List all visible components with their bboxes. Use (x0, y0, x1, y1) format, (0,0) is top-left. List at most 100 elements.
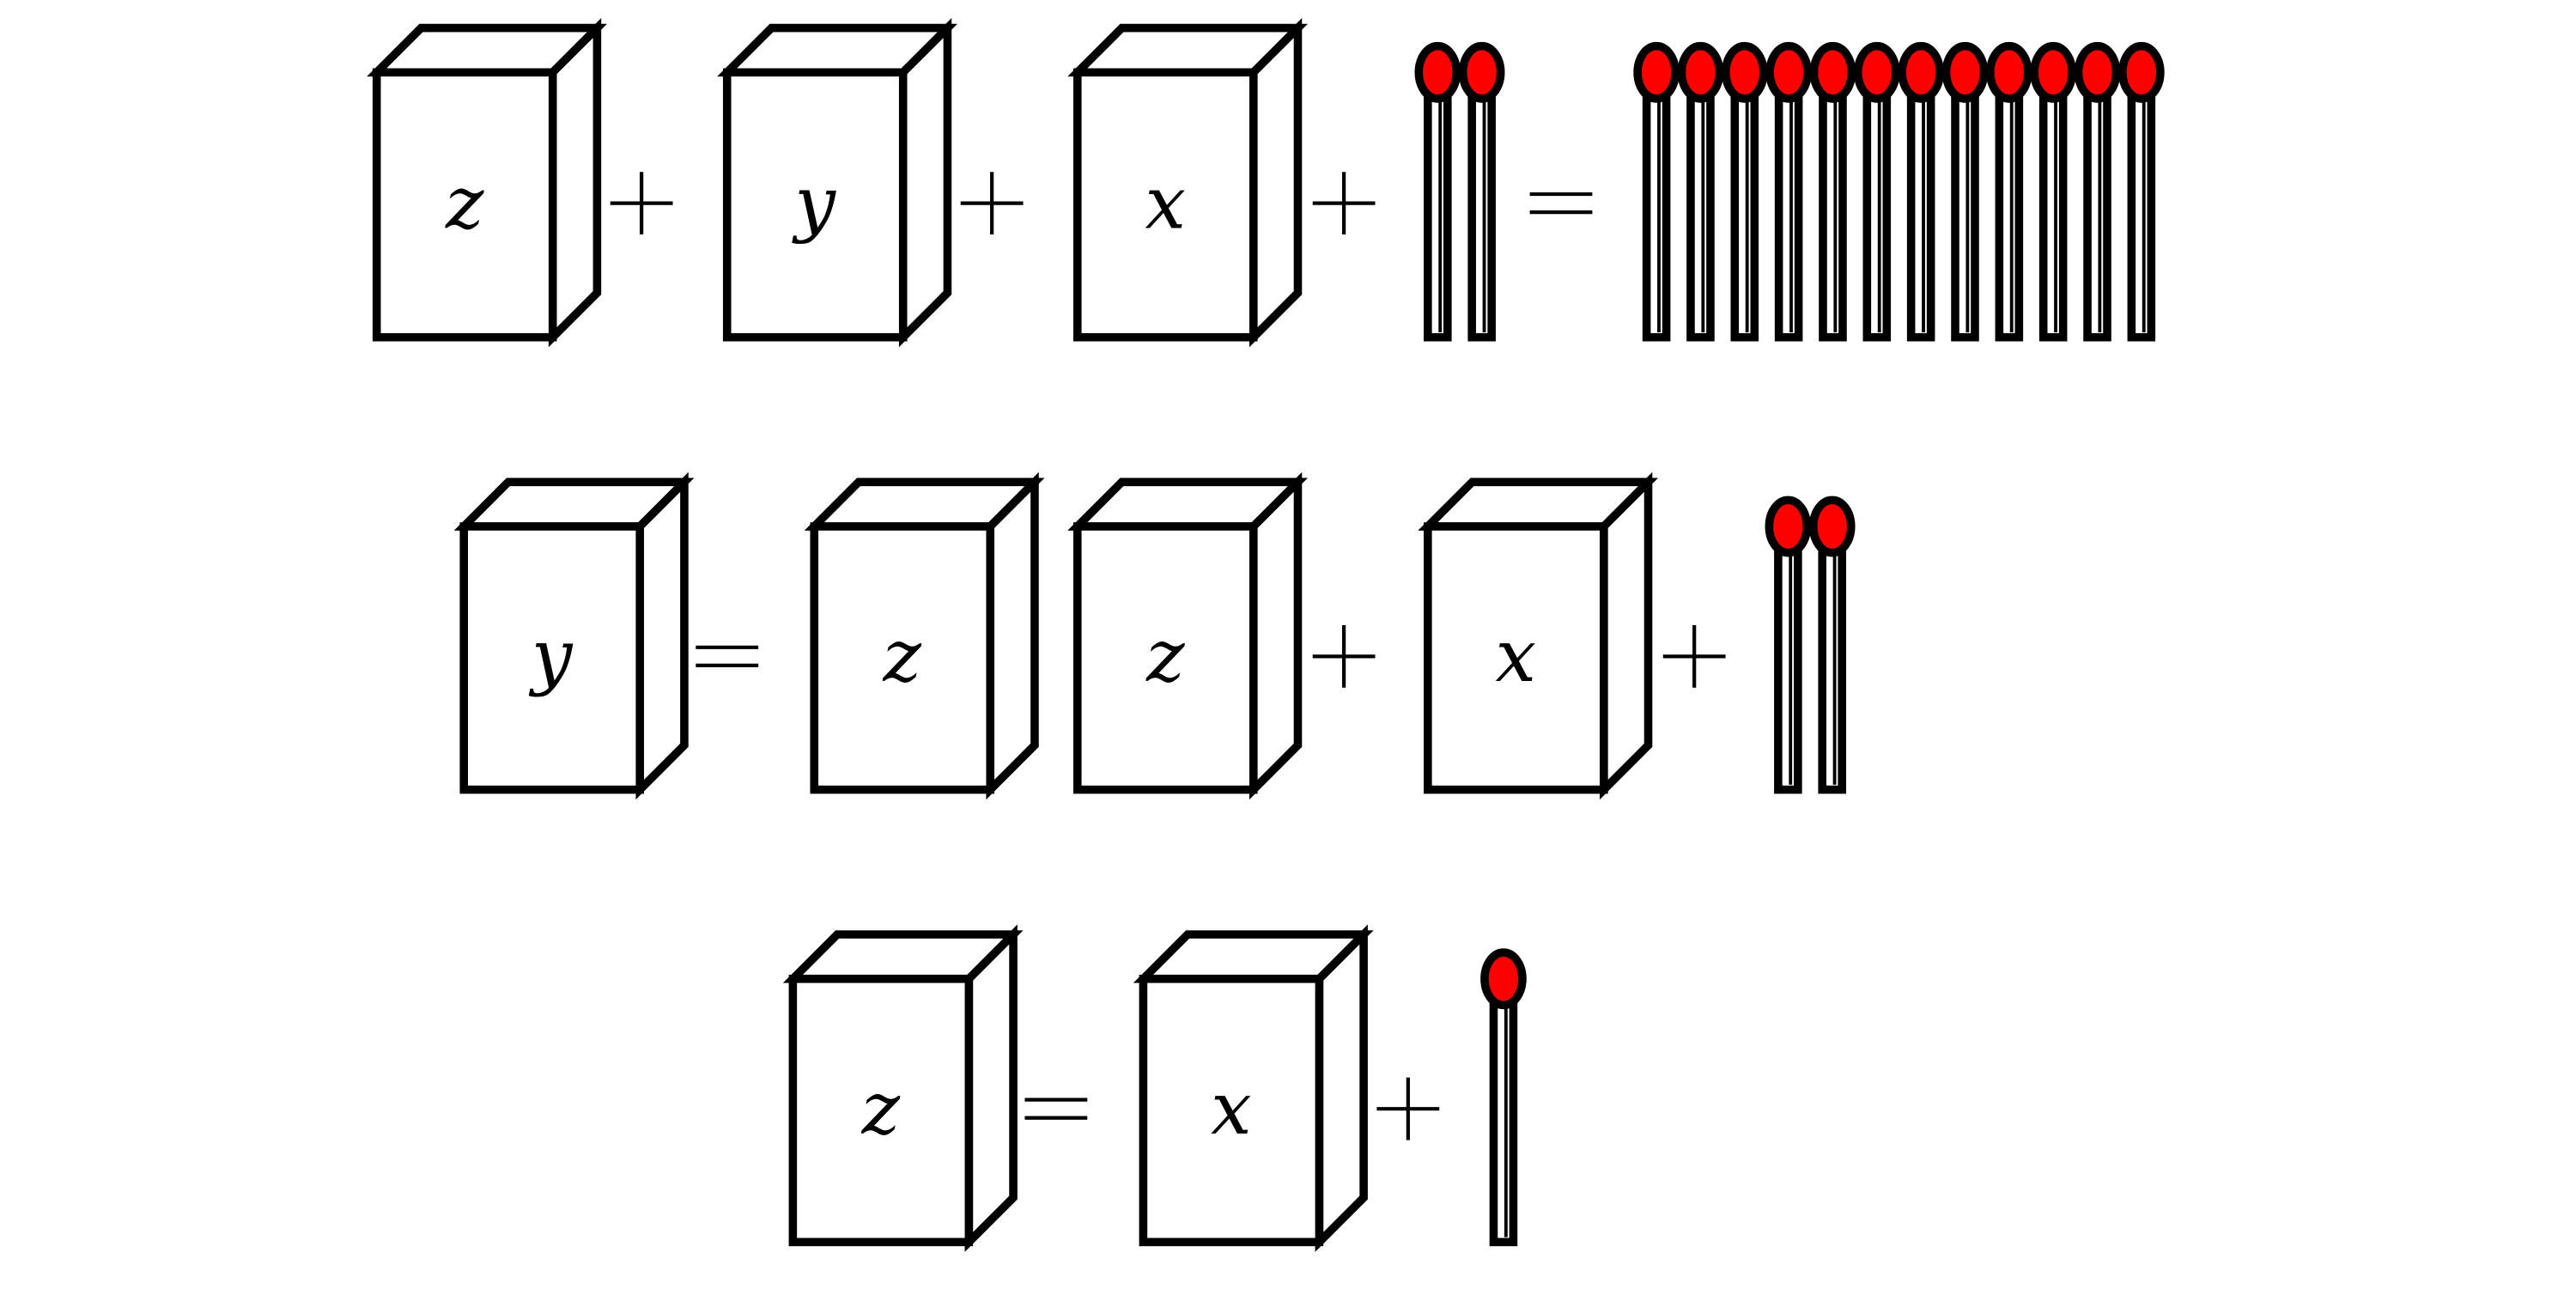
matchbox-variable-label: x (1496, 614, 1537, 698)
equals-sign (1529, 192, 1593, 215)
matchstick (1677, 41, 1724, 342)
matchstick-group (1765, 496, 1856, 794)
matchstick (1986, 41, 2032, 342)
matchstick-stem (1730, 81, 1759, 342)
matchstick-stem (1642, 81, 1671, 342)
matchstick-stem (2083, 81, 2111, 342)
plus-sign (1312, 172, 1376, 234)
matchbox-front-face (788, 975, 974, 1247)
plus-sign (960, 172, 1024, 234)
matchstick-stem (1862, 81, 1892, 342)
matchbox-front-face (810, 522, 995, 794)
matchbox-front-face (372, 68, 557, 342)
matchbox-variable-label: z (861, 1067, 901, 1151)
matchstick-head (2030, 41, 2076, 103)
matchstick-head (1633, 41, 1680, 103)
matchbox-variable-label: z (445, 161, 484, 245)
matchbox-variable-label: z (1145, 614, 1185, 698)
matchstick-stem (1951, 81, 1979, 342)
matchbox-side-face (1249, 471, 1303, 800)
matchstick (1721, 41, 1768, 342)
matchstick (1765, 496, 1812, 794)
matchbox: z (367, 18, 607, 348)
matchstick-stem (1774, 81, 1803, 342)
matchstick (1480, 948, 1527, 1247)
matchbox-variable-label: x (1211, 1067, 1252, 1151)
matchstick-stem (1467, 81, 1496, 342)
matchbox-side-face (1600, 471, 1653, 800)
plus-sign (1376, 1077, 1440, 1140)
matchbox-variable-label: x (1145, 161, 1187, 245)
matchstick-head (1941, 41, 1989, 103)
matchstick-head (1458, 41, 1505, 103)
matchbox: y (453, 471, 695, 800)
matchstick-head (1898, 41, 1944, 103)
matchstick-stem (1995, 81, 2024, 342)
matchstick-head (1677, 41, 1724, 103)
matchstick (1765, 41, 1812, 342)
matchstick (1414, 41, 1461, 342)
matchbox-side-face (548, 18, 602, 348)
matchstick-head (1765, 41, 1812, 103)
matchstick-stem (1906, 81, 1935, 342)
matchbox-side-face (898, 18, 952, 348)
matchbox-side-face (1249, 18, 1303, 348)
matchbox: x (1133, 924, 1374, 1252)
matchbox: z (782, 924, 1024, 1252)
matchstick-stem (2038, 81, 2068, 342)
matchstick (1898, 41, 1944, 342)
matchbox-variable-label: z (883, 614, 922, 698)
matchbox-side-face (964, 924, 1018, 1252)
matchstick-stem (1818, 535, 1846, 794)
matchstick-head (1986, 41, 2032, 103)
matchbox: x (1418, 471, 1659, 800)
matchbox-front-face (1424, 522, 1608, 794)
matchstick-head (2074, 41, 2121, 103)
matchbox-side-face (1315, 924, 1368, 1252)
matchstick-stem (1774, 535, 1802, 794)
matchstick-stem (1686, 81, 1715, 342)
matchstick-head (1809, 41, 1856, 103)
matchbox-front-face (459, 522, 644, 794)
matchstick-head (2118, 41, 2165, 103)
matchstick-head (1853, 41, 1900, 103)
matchbox: x (1067, 18, 1309, 348)
matchbox-front-face (1072, 68, 1258, 342)
matchbox-variable-label: y (528, 614, 574, 698)
matchstick-head (1480, 948, 1527, 1010)
matchstick-stem (1489, 988, 1518, 1247)
matchbox-variable-label: y (791, 161, 836, 245)
matchstick-group (1480, 948, 1527, 1247)
matchstick-group (1633, 41, 2165, 342)
matchstick-head (1765, 496, 1812, 557)
matchstick (2030, 41, 2076, 342)
matchbox: y (717, 18, 958, 348)
matchstick-group (1414, 41, 1505, 342)
matchbox-side-face (635, 471, 689, 800)
equals-sign (696, 645, 759, 668)
matchbox: z (1067, 471, 1309, 800)
matchstick (1941, 41, 1989, 342)
plus-sign (610, 172, 673, 234)
plus-sign (1662, 624, 1726, 688)
matchstick-stem (1424, 81, 1452, 342)
matchbox-front-face (1072, 522, 1258, 794)
matchstick (1853, 41, 1900, 342)
matchstick-stem (1819, 81, 1847, 342)
plus-sign (1312, 624, 1376, 688)
matchstick (1633, 41, 1680, 342)
matchbox-front-face (722, 68, 908, 342)
matchstick-head (1808, 496, 1856, 557)
matchstick-head (1721, 41, 1768, 103)
matchstick-stem (2127, 81, 2156, 342)
matchstick (1458, 41, 1505, 342)
matchbox-front-face (1139, 975, 1324, 1247)
matchstick (2074, 41, 2121, 342)
matchbox: z (804, 471, 1045, 800)
matchstick (2118, 41, 2165, 342)
